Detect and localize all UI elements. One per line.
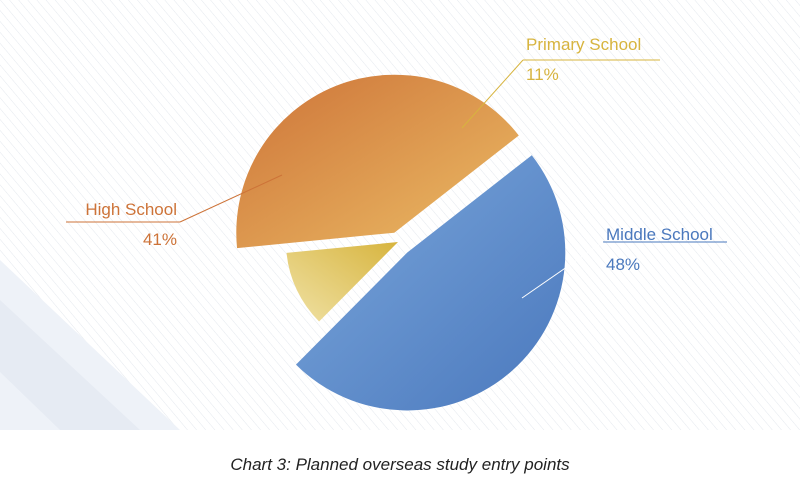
leader-line	[461, 59, 524, 129]
slice-label: High School	[85, 200, 177, 219]
leader-line	[521, 241, 604, 299]
leader-line	[179, 174, 283, 223]
slice-value-label: 11%	[526, 65, 559, 84]
slice-value-label: 41%	[143, 230, 177, 249]
slice-label: Primary School	[526, 35, 641, 54]
corner-shape-inner	[0, 300, 140, 430]
slice-label: Middle School	[606, 225, 713, 244]
caption-background	[0, 430, 800, 487]
chart-caption: Chart 3: Planned overseas study entry po…	[230, 455, 570, 474]
pie-slice-primary-school	[286, 242, 398, 322]
pie-slice-high-school	[236, 74, 519, 249]
pie-slice-middle-school	[295, 155, 566, 411]
slice-value-label: 48%	[606, 255, 640, 274]
